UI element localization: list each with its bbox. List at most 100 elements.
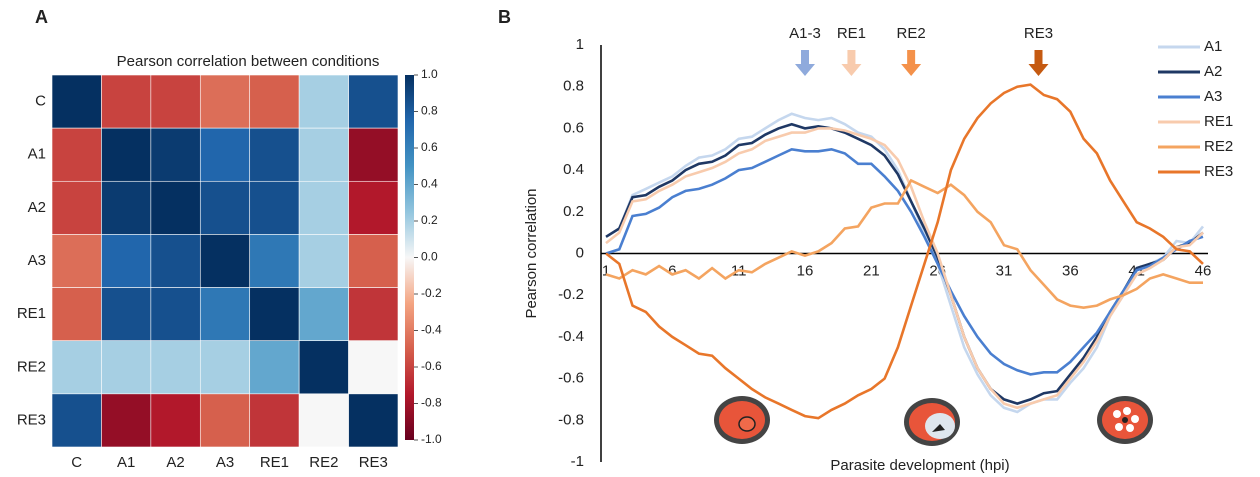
heatmap-cell xyxy=(51,287,102,342)
heatmap-cell xyxy=(101,127,152,182)
legend-label: A2 xyxy=(1204,63,1222,80)
heatmap-cell xyxy=(150,287,201,342)
heatmap-cell xyxy=(298,287,349,342)
heatmap-cell xyxy=(150,393,201,448)
annotation-arrow xyxy=(795,50,815,76)
heatmap-cell xyxy=(101,74,152,129)
heatmap-cell xyxy=(199,234,251,288)
series-line xyxy=(605,112,1205,414)
colorbar-tick-label: 0.0 xyxy=(421,250,438,264)
colorbar-tick-label: 1.0 xyxy=(421,67,438,81)
annotation-arrow xyxy=(1028,50,1049,76)
x-tick-label: 16 xyxy=(797,262,814,279)
y-tick-label: -1 xyxy=(571,453,584,470)
heatmap-cell xyxy=(199,127,251,182)
legend-label: RE3 xyxy=(1204,163,1233,180)
chart-title: Pearson correlation between conditions xyxy=(117,53,380,70)
heatmap-cell xyxy=(51,234,102,288)
heatmap-cell xyxy=(199,287,251,342)
annotation-label: RE2 xyxy=(897,25,926,42)
heatmap-cell xyxy=(249,340,300,395)
heatmap-cell xyxy=(101,340,152,395)
row-label: A1 xyxy=(28,146,46,163)
heatmap-cell xyxy=(298,180,349,235)
annotation-label: RE1 xyxy=(837,25,866,42)
series-line xyxy=(605,178,1203,310)
column-label: RE1 xyxy=(260,454,289,471)
heatmap-cell xyxy=(150,180,201,235)
heatmap-cell xyxy=(51,74,102,129)
y-tick-label: -0.6 xyxy=(558,370,584,387)
heatmap-cell xyxy=(249,180,300,235)
heatmap-cell xyxy=(298,340,349,395)
column-label: C xyxy=(71,454,82,471)
column-label: A1 xyxy=(117,454,135,471)
x-tick-label: 36 xyxy=(1062,262,1079,279)
heatmap-cell xyxy=(101,180,152,235)
y-tick-label: 0.8 xyxy=(563,78,584,95)
y-tick-label: 0 xyxy=(576,244,584,261)
row-label: C xyxy=(35,93,46,110)
cell-icon xyxy=(904,398,960,446)
colorbar-tick-label: -0.2 xyxy=(421,286,442,300)
heatmap-cell xyxy=(51,180,102,235)
panel-label: A xyxy=(35,7,48,27)
heatmap-cell xyxy=(348,127,399,182)
heatmap-cell xyxy=(348,180,399,235)
heatmap-cell xyxy=(298,234,349,288)
y-tick-label: -0.2 xyxy=(558,286,584,303)
heatmap-cell xyxy=(150,74,201,129)
colorbar-tick-label: -1.0 xyxy=(421,432,442,446)
y-tick-label: 0.6 xyxy=(563,119,584,136)
cell-icon xyxy=(1097,396,1153,444)
y-tick-label: -0.8 xyxy=(558,411,584,428)
x-tick-label: 46 xyxy=(1195,262,1212,279)
heatmap-cell xyxy=(199,74,251,129)
series-line xyxy=(605,127,1204,410)
x-tick-label: 1 xyxy=(602,262,610,279)
cell-icon xyxy=(714,396,770,444)
legend-label: RE1 xyxy=(1204,113,1233,130)
colorbar-tick-label: 0.4 xyxy=(421,177,438,191)
heatmap-cell xyxy=(348,287,399,342)
x-tick-label: 21 xyxy=(863,262,880,279)
heatmap-cell xyxy=(51,340,102,395)
heatmap-cell xyxy=(348,234,399,288)
annotation-arrow xyxy=(841,50,862,76)
row-label: RE1 xyxy=(17,305,46,322)
x-tick-label: 31 xyxy=(996,262,1013,279)
legend-label: A1 xyxy=(1204,38,1222,55)
heatmap-cell xyxy=(298,393,349,448)
heatmap-cell xyxy=(101,234,152,288)
heatmap-cell xyxy=(298,127,349,182)
heatmap-cell xyxy=(249,74,300,129)
heatmap-cell xyxy=(249,234,300,288)
heatmap-cell xyxy=(348,74,399,129)
heatmap-cell xyxy=(199,393,251,448)
annotation-label: RE3 xyxy=(1024,25,1053,42)
colorbar-tick-label: 0.6 xyxy=(421,140,438,154)
annotation-label: A1-3 xyxy=(789,25,821,42)
heatmap-cell xyxy=(249,127,300,182)
heatmap-cell xyxy=(150,234,201,288)
colorbar-tick-label: 0.2 xyxy=(421,213,438,227)
column-label: RE3 xyxy=(359,454,388,471)
row-label: A2 xyxy=(28,199,46,216)
y-tick-label: -0.4 xyxy=(558,328,584,345)
legend-label: A3 xyxy=(1204,88,1222,105)
x-tick-label: 6 xyxy=(668,262,676,279)
heatmap-cell xyxy=(101,393,152,448)
y-tick-label: 1 xyxy=(576,36,584,53)
row-label: RE3 xyxy=(17,411,46,428)
x-axis-label: Parasite development (hpi) xyxy=(830,457,1009,474)
heatmap-cell xyxy=(249,393,300,448)
heatmap-cell xyxy=(101,287,152,342)
column-label: RE2 xyxy=(309,454,338,471)
column-label: A3 xyxy=(216,454,234,471)
y-axis-label: Pearson correlation xyxy=(523,188,540,318)
heatmap-cell xyxy=(199,180,251,235)
colorbar-tick-label: -0.4 xyxy=(421,323,442,337)
colorbar-tick-label: -0.8 xyxy=(421,396,442,410)
colorbar-tick-label: 0.8 xyxy=(421,104,438,118)
